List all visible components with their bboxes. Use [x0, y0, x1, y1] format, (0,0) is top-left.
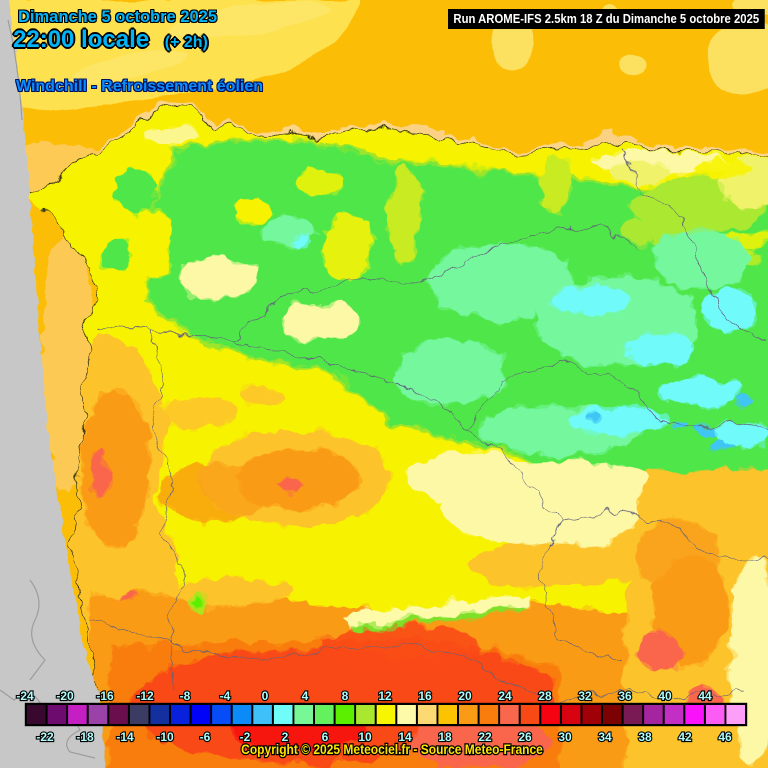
- svg-text:-12: -12: [136, 689, 154, 703]
- svg-text:44: 44: [698, 689, 712, 703]
- svg-text:4: 4: [302, 689, 309, 703]
- svg-text:Copyright © 2025 Meteociel.fr: Copyright © 2025 Meteociel.fr - Source M…: [241, 741, 543, 757]
- svg-text:-2: -2: [240, 730, 251, 744]
- svg-text:10: 10: [358, 730, 372, 744]
- svg-text:6: 6: [322, 730, 329, 744]
- svg-text:36: 36: [618, 689, 632, 703]
- svg-text:34: 34: [598, 730, 612, 744]
- svg-text:14: 14: [398, 730, 412, 744]
- svg-text:30: 30: [558, 730, 572, 744]
- svg-text:-22: -22: [36, 730, 54, 744]
- svg-text:-4: -4: [220, 689, 231, 703]
- svg-text:-8: -8: [180, 689, 191, 703]
- svg-text:2: 2: [282, 730, 289, 744]
- svg-text:-18: -18: [76, 730, 94, 744]
- svg-text:20: 20: [458, 689, 472, 703]
- svg-text:-6: -6: [200, 730, 211, 744]
- svg-text:22: 22: [478, 730, 492, 744]
- svg-text:38: 38: [638, 730, 652, 744]
- svg-text:-16: -16: [96, 689, 114, 703]
- svg-text:18: 18: [438, 730, 452, 744]
- svg-text:26: 26: [518, 730, 532, 744]
- svg-text:0: 0: [262, 689, 269, 703]
- svg-text:16: 16: [418, 689, 432, 703]
- svg-text:24: 24: [498, 689, 512, 703]
- svg-text:-20: -20: [56, 689, 74, 703]
- svg-text:32: 32: [578, 689, 592, 703]
- svg-text:42: 42: [678, 730, 692, 744]
- svg-text:28: 28: [538, 689, 552, 703]
- svg-text:8: 8: [342, 689, 349, 703]
- svg-text:-10: -10: [156, 730, 174, 744]
- svg-text:46: 46: [718, 730, 732, 744]
- svg-text:12: 12: [378, 689, 392, 703]
- svg-text:-14: -14: [116, 730, 134, 744]
- svg-text:40: 40: [658, 689, 672, 703]
- svg-text:-24: -24: [16, 689, 34, 703]
